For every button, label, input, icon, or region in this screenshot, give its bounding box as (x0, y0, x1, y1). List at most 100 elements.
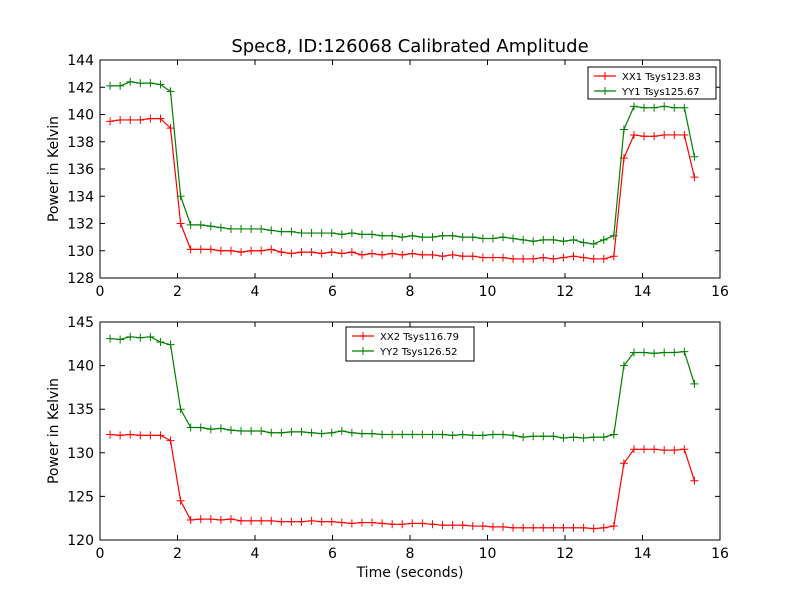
top-series-2-point (116, 81, 125, 90)
top-series-2-point (388, 231, 397, 240)
bottom-series-1-point (478, 522, 487, 531)
top-series-1-point (307, 248, 316, 257)
bottom-legend-label-2: YY2 Tsys126.52 (379, 347, 458, 358)
top-y-tick-label: 144 (67, 53, 94, 69)
bottom-series-2-point (579, 433, 588, 442)
top-series-1-point (690, 173, 699, 182)
bottom-x-tick-label: 16 (711, 546, 729, 562)
top-series-2-point (499, 233, 507, 242)
bottom-series-2-point (226, 426, 235, 435)
bottom-x-tick-label: 6 (328, 546, 337, 562)
bottom-series-2-point (357, 429, 366, 438)
bottom-series-1-point (146, 431, 155, 440)
bottom-series-1-point (670, 446, 679, 455)
top-series-2-point (156, 80, 165, 89)
top-series-1-point (146, 114, 155, 123)
top-series-2-point (357, 230, 366, 239)
top-series-1-point (317, 249, 326, 258)
top-legend-marker-2 (601, 87, 609, 95)
top-series-1-point (116, 115, 125, 124)
bottom-series-2-point (136, 333, 145, 342)
bottom-series-1-point (468, 522, 477, 531)
bottom-series-1-point (690, 476, 699, 485)
top-series-1-point (378, 250, 387, 259)
bottom-series-1-point (569, 523, 578, 532)
bottom-series-1-point (488, 522, 497, 531)
bottom-series-1-point (347, 519, 356, 528)
top-series-2-point (136, 79, 145, 88)
bottom-series-2-point (257, 427, 266, 435)
top-series-1-point (257, 246, 266, 255)
bottom-series-2-point (176, 405, 185, 414)
top-series-1-point (650, 132, 659, 141)
bottom-series-2-point (559, 433, 568, 442)
bottom-legend: XX2 Tsys116.79 YY2 Tsys126.52 (345, 326, 475, 362)
top-series-1-point (670, 130, 679, 139)
bottom-x-tick-label: 2 (173, 546, 182, 562)
top-x-tick-label: 14 (634, 284, 652, 300)
bottom-series-1-point (529, 523, 538, 532)
bottom-series-2-point (106, 334, 115, 343)
top-series-1-point (196, 245, 205, 254)
top-series-1-point (448, 250, 457, 259)
top-series-2-point (267, 226, 276, 235)
bottom-series-1-point (287, 517, 296, 526)
bottom-series-2-point (216, 424, 225, 433)
bottom-series-2-point (438, 430, 447, 439)
top-series-2-point (478, 234, 487, 243)
bottom-series-2-point (670, 348, 679, 357)
top-series-1-point (599, 254, 608, 263)
bottom-series-2-point (327, 428, 336, 437)
top-series-1-point (529, 254, 538, 263)
bottom-series-1-point (388, 520, 397, 529)
top-x-tick-label: 4 (251, 284, 260, 300)
top-series-1-point (287, 249, 296, 258)
bottom-y-tick-label: 145 (67, 315, 94, 331)
bottom-series-1-point (650, 445, 659, 454)
bottom-series-2-point (116, 335, 125, 344)
bottom-series-1-point (398, 520, 407, 529)
bottom-series-1-point (549, 523, 558, 532)
bottom-y-tick-label: 140 (67, 359, 94, 375)
top-series-2-point (297, 229, 306, 238)
top-series-2-point (317, 229, 326, 238)
top-series-1-point (327, 248, 336, 257)
top-x-tick-label: 6 (328, 284, 337, 300)
top-series-1-point (106, 117, 115, 126)
top-series-1-point (509, 254, 518, 263)
bottom-series-2-point (307, 428, 316, 437)
bottom-series-2-point (619, 361, 628, 370)
bottom-series-1-point (680, 445, 689, 454)
bottom-series-2-point (196, 423, 205, 432)
top-series-2-point (660, 102, 669, 111)
bottom-series-1-point (116, 431, 125, 440)
bottom-legend-box (345, 326, 475, 362)
top-y-tick-label: 130 (67, 244, 94, 260)
bottom-series-2-point (690, 379, 699, 388)
bottom-series-1-point (660, 446, 669, 455)
top-series-1-point (488, 253, 497, 262)
bottom-series-2-point (478, 431, 487, 440)
top-series-2-point (347, 229, 356, 238)
top-series-2-point (589, 239, 598, 248)
bottom-series-2-point (519, 433, 528, 442)
bottom-series-1-point (378, 519, 387, 528)
bottom-series-1-point (559, 523, 568, 532)
top-x-tick-label: 0 (96, 284, 105, 300)
bottom-series-1-point (589, 524, 598, 533)
top-series-1-point (176, 219, 185, 228)
bottom-series-2-point (509, 431, 518, 440)
bottom-series-2-point (267, 428, 276, 437)
top-series-2-point (146, 79, 155, 88)
top-series-1-point (468, 252, 477, 261)
top-series-2-point (690, 152, 699, 161)
bottom-series-1-point (418, 519, 427, 528)
bottom-series-2-point (629, 348, 638, 357)
top-legend-marker-1 (601, 72, 609, 80)
top-x-tick-label: 8 (406, 284, 415, 300)
bottom-series-1-point (499, 522, 507, 531)
top-series-2-point (196, 220, 205, 229)
bottom-series-2-point (408, 430, 417, 439)
bottom-series-2-point (640, 348, 649, 357)
top-series-1-point (126, 115, 135, 124)
